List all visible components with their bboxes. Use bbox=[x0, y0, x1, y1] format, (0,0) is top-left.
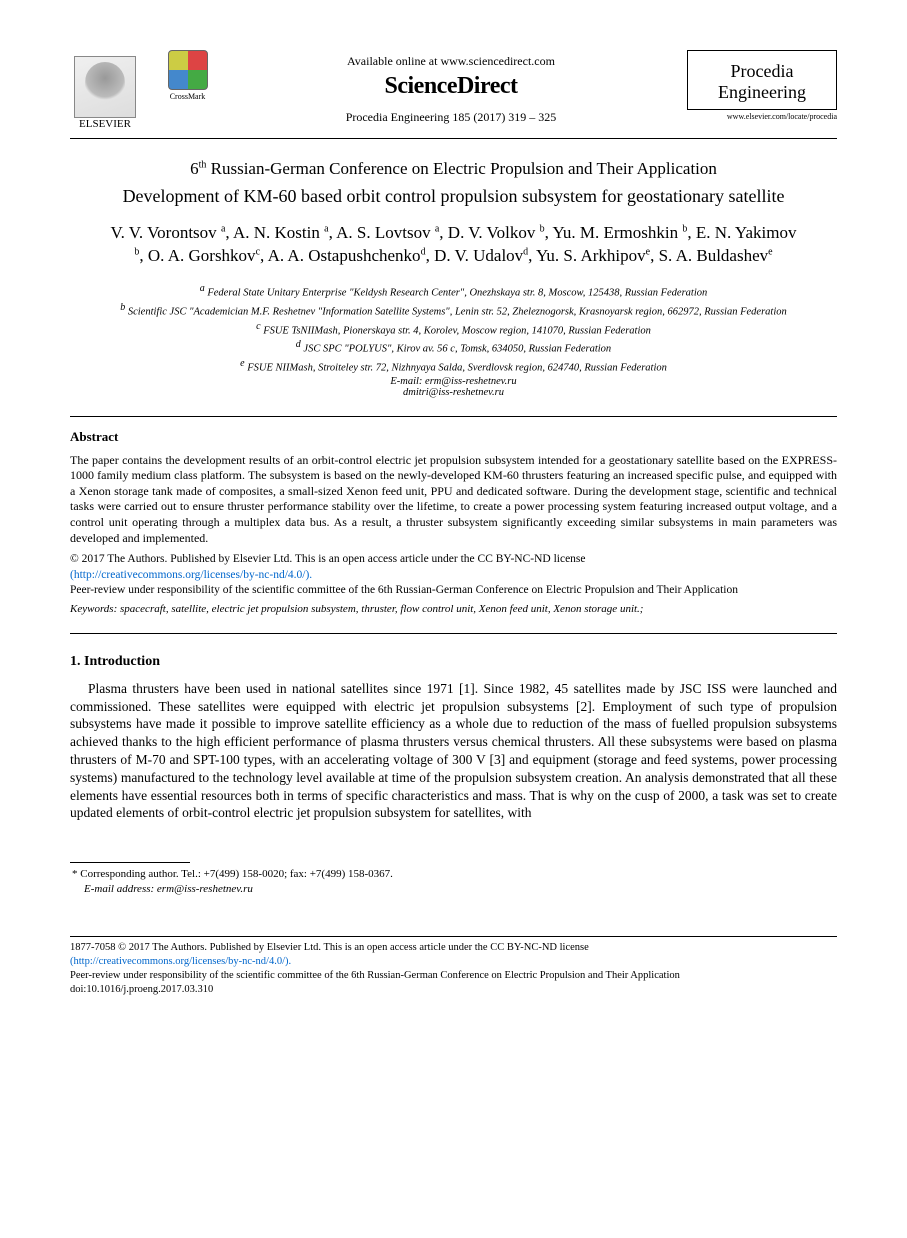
footnote-email: E-mail address: erm@iss-reshetnev.ru bbox=[84, 882, 837, 896]
header: ELSEVIER CrossMark Available online at w… bbox=[70, 50, 837, 130]
footnote-rule bbox=[70, 862, 190, 863]
bottom-rule bbox=[70, 936, 837, 937]
elsevier-label: ELSEVIER bbox=[79, 118, 131, 130]
bottom-line1: 1877-7058 © 2017 The Authors. Published … bbox=[70, 942, 589, 953]
procedia-line1: Procedia bbox=[692, 61, 832, 82]
abstract-top-rule bbox=[70, 416, 837, 417]
email-2: dmitri@iss-reshetnev.ru bbox=[70, 387, 837, 398]
affil-d: d JSC SPC "POLYUS", Kirov av. 56 c, Toms… bbox=[90, 338, 817, 357]
citation-line: Procedia Engineering 185 (2017) 319 – 32… bbox=[215, 110, 687, 125]
footnote-email-value: erm@iss-reshetnev.ru bbox=[154, 883, 253, 895]
footnote-email-label: E-mail address: bbox=[84, 883, 154, 895]
procedia-line2: Engineering bbox=[692, 82, 832, 103]
center-header: Available online at www.sciencedirect.co… bbox=[215, 50, 687, 125]
crossmark-icon bbox=[168, 50, 208, 90]
corresponding-author-footnote: * Corresponding author. Tel.: +7(499) 15… bbox=[84, 867, 837, 881]
affiliations: a Federal State Unitary Enterprise "Keld… bbox=[90, 282, 817, 375]
affil-e: e FSUE NIIMash, Stroiteley str. 72, Nizh… bbox=[90, 357, 817, 376]
abstract-heading: Abstract bbox=[70, 429, 837, 445]
copyright-line1: © 2017 The Authors. Published by Elsevie… bbox=[70, 553, 586, 565]
footnote-text: * Corresponding author. Tel.: +7(499) 15… bbox=[72, 868, 393, 880]
copyright-block: © 2017 The Authors. Published by Elsevie… bbox=[70, 552, 837, 599]
locate-url: www.elsevier.com/locate/procedia bbox=[687, 112, 837, 121]
doi: doi:10.1016/j.proeng.2017.03.310 bbox=[70, 984, 213, 995]
crossmark-badge[interactable]: CrossMark bbox=[160, 50, 215, 101]
license-link[interactable]: (http://creativecommons.org/licenses/by-… bbox=[70, 569, 312, 581]
elsevier-logo: ELSEVIER bbox=[70, 50, 140, 130]
sciencedirect-logo: ScienceDirect bbox=[215, 73, 687, 100]
paper-title: Development of KM-60 based orbit control… bbox=[100, 185, 807, 208]
header-rule bbox=[70, 138, 837, 139]
available-online-text: Available online at www.sciencedirect.co… bbox=[215, 54, 687, 69]
bottom-license-link[interactable]: (http://creativecommons.org/licenses/by-… bbox=[70, 956, 291, 967]
section-1-heading: 1. Introduction bbox=[70, 654, 837, 670]
keywords-label: Keywords: bbox=[70, 603, 117, 615]
email-1: E-mail: erm@iss-reshetnev.ru bbox=[70, 376, 837, 387]
abstract-bottom-rule bbox=[70, 633, 837, 634]
bottom-copyright: 1877-7058 © 2017 The Authors. Published … bbox=[70, 941, 837, 998]
bottom-peer-review: Peer-review under responsibility of the … bbox=[70, 970, 680, 981]
peer-review-line: Peer-review under responsibility of the … bbox=[70, 584, 738, 596]
elsevier-tree-icon bbox=[74, 56, 136, 118]
affil-b: b Scientific JSC "Academician M.F. Reshe… bbox=[90, 301, 817, 320]
authors-line: V. V. Vorontsov a, A. N. Kostin a, A. S.… bbox=[110, 222, 797, 268]
keywords-text: spacecraft, satellite, electric jet prop… bbox=[117, 603, 643, 615]
conference-line: 6th Russian-German Conference on Electri… bbox=[70, 159, 837, 179]
crossmark-label: CrossMark bbox=[170, 92, 206, 101]
section-1-body: Plasma thrusters have been used in natio… bbox=[70, 680, 837, 823]
affil-a: a Federal State Unitary Enterprise "Keld… bbox=[90, 282, 817, 301]
abstract-body: The paper contains the development resul… bbox=[70, 453, 837, 547]
keywords-line: Keywords: spacecraft, satellite, electri… bbox=[70, 603, 837, 615]
affil-c: c FSUE TsNIIMash, Pionerskaya str. 4, Ko… bbox=[90, 320, 817, 339]
procedia-block: Procedia Engineering www.elsevier.com/lo… bbox=[687, 50, 837, 121]
